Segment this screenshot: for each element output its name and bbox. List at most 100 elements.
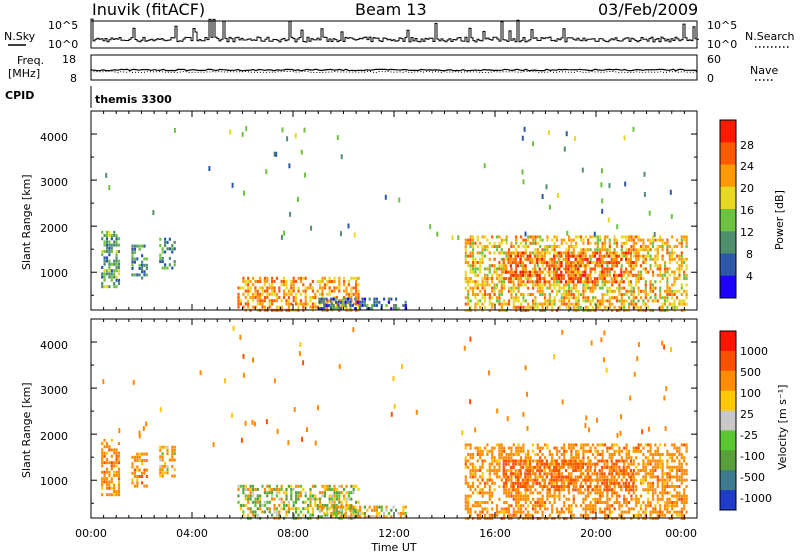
scatter-cell bbox=[110, 493, 113, 497]
scatter-cell bbox=[493, 267, 496, 271]
scatter-cell bbox=[469, 280, 472, 284]
scatter-cell bbox=[136, 459, 139, 462]
scatter-cell bbox=[594, 286, 597, 290]
scatter-cell bbox=[110, 278, 113, 282]
scatter-cell bbox=[606, 491, 609, 495]
scatter-cell bbox=[534, 501, 537, 504]
scatter-cell bbox=[608, 513, 611, 517]
scatter-cell bbox=[647, 248, 650, 252]
scatter-cell bbox=[601, 491, 604, 495]
scatter-cell bbox=[103, 275, 106, 279]
scatter-cell bbox=[685, 462, 688, 466]
scatter-cell bbox=[331, 280, 334, 283]
scatter-cell bbox=[602, 357, 605, 363]
scatter-cell bbox=[546, 443, 549, 447]
scatter-cell bbox=[630, 273, 633, 277]
scatter-cell bbox=[651, 485, 655, 488]
scatter-cell bbox=[584, 443, 587, 447]
scatter-cell bbox=[661, 497, 664, 501]
scatter-cell bbox=[680, 472, 683, 476]
scatter-cell bbox=[143, 263, 146, 267]
scatter-cell bbox=[680, 501, 683, 504]
velocity-ylabel: Slant Range [km] bbox=[20, 382, 33, 478]
scatter-cell bbox=[522, 459, 525, 463]
scatter-cell bbox=[355, 302, 358, 306]
scatter-cell bbox=[527, 459, 530, 463]
scatter-cell bbox=[385, 515, 388, 519]
scatter-cell bbox=[685, 296, 688, 300]
scatter-cell bbox=[536, 254, 539, 258]
scatter-cell bbox=[635, 488, 638, 492]
scatter-cell bbox=[278, 491, 281, 495]
scatter-cell bbox=[584, 264, 587, 268]
scatter-cell bbox=[541, 462, 544, 466]
scatter-cell bbox=[606, 293, 609, 296]
scatter-cell bbox=[503, 283, 506, 287]
scatter-cell bbox=[505, 453, 508, 456]
scatter-cell bbox=[675, 491, 679, 495]
scatter-cell bbox=[529, 478, 532, 482]
scatter-cell bbox=[265, 169, 268, 175]
scatter-cell bbox=[500, 289, 503, 293]
scatter-cell bbox=[591, 453, 595, 456]
scatter-cell bbox=[479, 261, 482, 264]
scatter-cell bbox=[309, 491, 312, 495]
scatter-cell bbox=[512, 299, 515, 303]
scatter-cell bbox=[522, 449, 525, 453]
scatter-cell bbox=[514, 488, 517, 492]
scatter-cell bbox=[567, 302, 571, 306]
scatter-cell bbox=[509, 261, 512, 265]
scatter-cell bbox=[108, 269, 111, 273]
scatter-cell bbox=[500, 446, 503, 450]
scatter-cell bbox=[481, 459, 484, 463]
scatter-cell bbox=[622, 481, 625, 485]
scatter-cell bbox=[555, 488, 558, 492]
scatter-cell bbox=[637, 251, 640, 255]
scatter-cell bbox=[115, 464, 118, 468]
scatter-cell bbox=[298, 351, 301, 357]
scatter-cell bbox=[601, 510, 604, 514]
noise-left-tick-bottom: 10^0 bbox=[48, 38, 78, 51]
scatter-cell bbox=[143, 452, 146, 456]
scatter-cell bbox=[625, 456, 628, 460]
scatter-cell bbox=[635, 305, 638, 309]
scatter-cell bbox=[309, 494, 312, 498]
scatter-cell bbox=[309, 504, 312, 507]
scatter-cell bbox=[668, 286, 671, 290]
scatter-cell bbox=[615, 254, 618, 258]
scatter-cell bbox=[603, 235, 607, 239]
scatter-cell bbox=[483, 273, 487, 277]
scatter-cell bbox=[517, 485, 520, 489]
scatter-cell bbox=[314, 296, 317, 299]
scatter-cell bbox=[321, 494, 324, 498]
scatter-cell bbox=[572, 305, 575, 309]
scatter-cell bbox=[523, 126, 526, 132]
scatter-cell bbox=[553, 267, 556, 271]
scatter-cell bbox=[623, 446, 626, 450]
scatter-cell bbox=[589, 504, 592, 508]
scatter-cell bbox=[548, 469, 551, 472]
scatter-cell bbox=[625, 257, 628, 261]
scatter-cell bbox=[553, 235, 556, 239]
scatter-cell bbox=[488, 257, 491, 261]
scatter-cell bbox=[159, 445, 162, 449]
scatter-cell bbox=[323, 491, 326, 495]
scatter-cell bbox=[567, 446, 571, 450]
scatter-cell bbox=[555, 289, 559, 293]
scatter-cell bbox=[666, 238, 669, 242]
scatter-cell bbox=[675, 245, 679, 248]
scatter-cell bbox=[601, 208, 604, 214]
scatter-cell bbox=[557, 277, 560, 281]
scatter-cell bbox=[345, 484, 348, 488]
scatter-cell bbox=[302, 276, 305, 280]
scatter-cell bbox=[671, 475, 674, 479]
scatter-cell bbox=[479, 488, 482, 492]
scatter-cell bbox=[632, 289, 635, 293]
scatter-cell bbox=[594, 283, 597, 287]
scatter-cell bbox=[599, 261, 602, 264]
scatter-cell bbox=[548, 494, 551, 498]
scatter-cell bbox=[519, 257, 522, 261]
scatter-cell bbox=[601, 443, 604, 447]
scatter-cell bbox=[402, 505, 405, 509]
scatter-cell bbox=[338, 500, 341, 504]
